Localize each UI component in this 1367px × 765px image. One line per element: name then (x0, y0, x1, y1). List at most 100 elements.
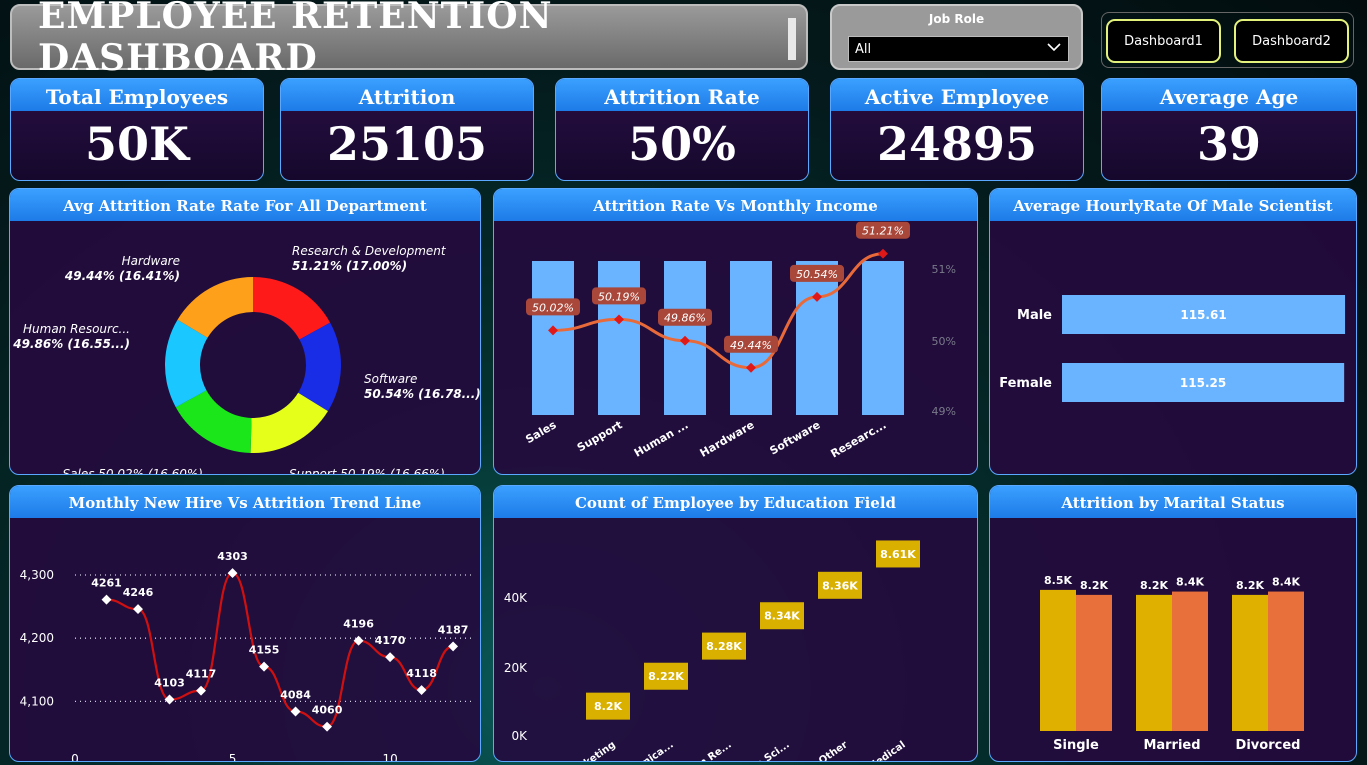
kpi-value: 24895 (876, 117, 1038, 171)
x-tick-label: 5 (229, 752, 237, 762)
donut-slice (177, 277, 253, 338)
dashboard2-button[interactable]: Dashboard2 (1234, 19, 1349, 63)
x-tick-label: 0 (71, 752, 79, 762)
slice-label: 51.21% (17.00%) (292, 259, 407, 273)
chart-title: Monthly New Hire Vs Attrition Trend Line (10, 486, 480, 518)
bar-value-label: 8.2K (1236, 579, 1264, 592)
card-attrition-vs-income: Attrition Rate Vs Monthly Income Sales Su… (493, 188, 978, 475)
bar-value-label: 8.61K (880, 548, 916, 561)
hbar-chart: 115.61 Male 115.25 Female (999, 295, 1346, 402)
x-tick-label: Sales (523, 418, 559, 446)
donut-slice (175, 390, 252, 453)
x-tick-label: Medical (866, 739, 908, 762)
data-label-bg (790, 264, 844, 282)
trend-point (385, 652, 396, 663)
line-point (680, 335, 690, 346)
bar-value-label: 8.2K (1080, 579, 1108, 592)
waterfall-bar (702, 632, 746, 660)
data-label-bg (658, 308, 712, 326)
point-label: 4060 (312, 704, 343, 717)
marital-bar (1172, 591, 1208, 731)
bar-value-label: 8.2K (594, 700, 622, 713)
card-education-field: Count of Employee by Education Field 40K… (493, 485, 978, 762)
data-label: 49.44% (730, 339, 772, 352)
category-label: Divorced (1236, 738, 1301, 753)
hourly-rate-bar (1062, 295, 1346, 334)
trend-point (196, 685, 206, 696)
y-tick-label: 4,200 (20, 631, 54, 645)
nav-button-group (1101, 12, 1354, 68)
marital-bar (1232, 594, 1268, 731)
job-role-value: All (855, 42, 872, 57)
chevron-down-icon (1046, 39, 1062, 59)
waterfall-bar (586, 692, 630, 720)
bar-value-label: 8.22K (648, 670, 684, 683)
point-label: 4117 (186, 668, 217, 681)
data-label-bg (592, 287, 646, 305)
x-tick-label: Human ... (632, 418, 691, 459)
x-tick-label: Hardware (698, 418, 757, 459)
card-hire-trend: Monthly New Hire Vs Attrition Trend Line… (9, 485, 481, 762)
x-tick-label: Human Re... (671, 739, 734, 762)
point-label: 4187 (438, 623, 469, 636)
category-label: Married (1143, 738, 1200, 753)
income-bar (862, 261, 904, 415)
chart-title: Avg Attrition Rate Rate For All Departme… (10, 189, 480, 221)
y-tick-label: 49% (932, 405, 956, 418)
donut-slice (165, 319, 208, 408)
trend-point (164, 694, 175, 705)
waterfall-bar (818, 571, 862, 599)
kpi-value: 50% (628, 117, 736, 171)
slice-name: Hardware (122, 254, 180, 268)
dashboard-title: EMPLOYEE RETENTION DASHBOARD (38, 0, 553, 79)
data-label-bg (856, 221, 910, 239)
x-tick-label: Technica... (620, 739, 675, 762)
bar-value-label: 8.34K (764, 610, 800, 623)
trend-point (416, 685, 427, 695)
line-point (812, 291, 822, 302)
point-label: 4170 (375, 634, 406, 647)
x-tick-label: 10 (382, 752, 397, 762)
card-department-attrition: Avg Attrition Rate Rate For All Departme… (9, 188, 481, 475)
trend-point (448, 641, 459, 652)
y-tick-label: 20K (504, 661, 528, 675)
donut-slice (250, 392, 328, 453)
point-label: 4261 (91, 577, 122, 590)
kpi-label: Attrition Rate (556, 79, 808, 111)
x-tick-label: Researc... (828, 418, 888, 460)
point-label: 4084 (280, 689, 311, 702)
y-tick-label: 40K (504, 591, 528, 605)
data-label: 51.21% (862, 225, 904, 238)
dashboard-title-panel: EMPLOYEE RETENTION DASHBOARD (10, 0, 808, 79)
line-point (746, 362, 756, 373)
bar-value-label: 8.2K (1140, 579, 1168, 592)
income-bar (598, 261, 640, 415)
kpi-label: Attrition (281, 79, 533, 111)
marital-bar (1040, 589, 1076, 731)
x-tick-label: Software (768, 418, 823, 457)
dashboard1-button[interactable]: Dashboard1 (1106, 19, 1221, 63)
bar-value-label: 8.4K (1272, 576, 1300, 589)
income-bar (532, 261, 574, 415)
donut-slice (253, 277, 331, 340)
kpi-label: Active Employee (831, 79, 1083, 111)
kpi-total-employees: Total Employees 50K (10, 78, 264, 181)
bar-value-label: 8.5K (1044, 574, 1072, 587)
y-tick-label: 4,100 (20, 694, 54, 708)
point-label: 4155 (249, 644, 280, 657)
slice-label: Sales 50.02% (16.60%) (63, 467, 203, 475)
bar-value-label: 115.25 (1180, 376, 1226, 390)
combo-chart: Sales Support Human ... Hardware Software Res… (523, 221, 956, 461)
kpi-value: 39 (1196, 117, 1261, 171)
y-tick-label: 0K (511, 729, 528, 743)
job-role-dropdown[interactable]: All (848, 36, 1069, 62)
kpi-value: 25105 (326, 117, 488, 171)
marital-bar (1136, 594, 1172, 731)
chart-title: Attrition by Marital Status (990, 486, 1356, 518)
data-label: 49.86% (664, 312, 706, 325)
data-label: 50.54% (796, 268, 838, 281)
slice-name: Research & Development (292, 244, 447, 258)
slice-name: Software (364, 372, 417, 386)
data-label-bg (724, 335, 778, 353)
